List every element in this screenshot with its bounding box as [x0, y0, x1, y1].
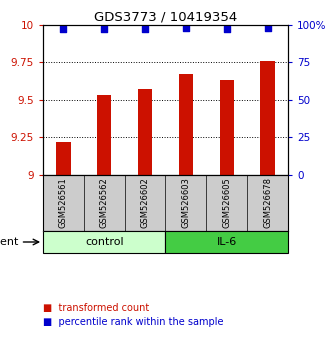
Bar: [97, 95, 112, 175]
Text: GSM526561: GSM526561: [59, 177, 68, 228]
Text: control: control: [85, 237, 123, 247]
Text: IL-6: IL-6: [216, 237, 237, 247]
Title: GDS3773 / 10419354: GDS3773 / 10419354: [94, 11, 237, 24]
Point: [142, 27, 148, 32]
Point: [265, 25, 270, 30]
Bar: [179, 74, 193, 175]
Text: agent: agent: [0, 237, 19, 247]
Bar: [166, 231, 288, 253]
Text: GSM526605: GSM526605: [222, 177, 231, 228]
Point: [224, 27, 229, 32]
Bar: [56, 142, 71, 175]
Bar: [43, 231, 166, 253]
Text: GSM526602: GSM526602: [141, 177, 150, 228]
Text: GSM526678: GSM526678: [263, 177, 272, 228]
Point: [61, 27, 66, 32]
Bar: [260, 61, 275, 175]
Bar: [219, 80, 234, 175]
Text: GSM526562: GSM526562: [100, 177, 109, 228]
Text: ■  transformed count: ■ transformed count: [43, 303, 149, 313]
Text: GSM526603: GSM526603: [181, 177, 190, 228]
Point: [183, 25, 189, 30]
Point: [102, 27, 107, 32]
Bar: [138, 89, 152, 175]
Text: ■  percentile rank within the sample: ■ percentile rank within the sample: [43, 318, 223, 327]
